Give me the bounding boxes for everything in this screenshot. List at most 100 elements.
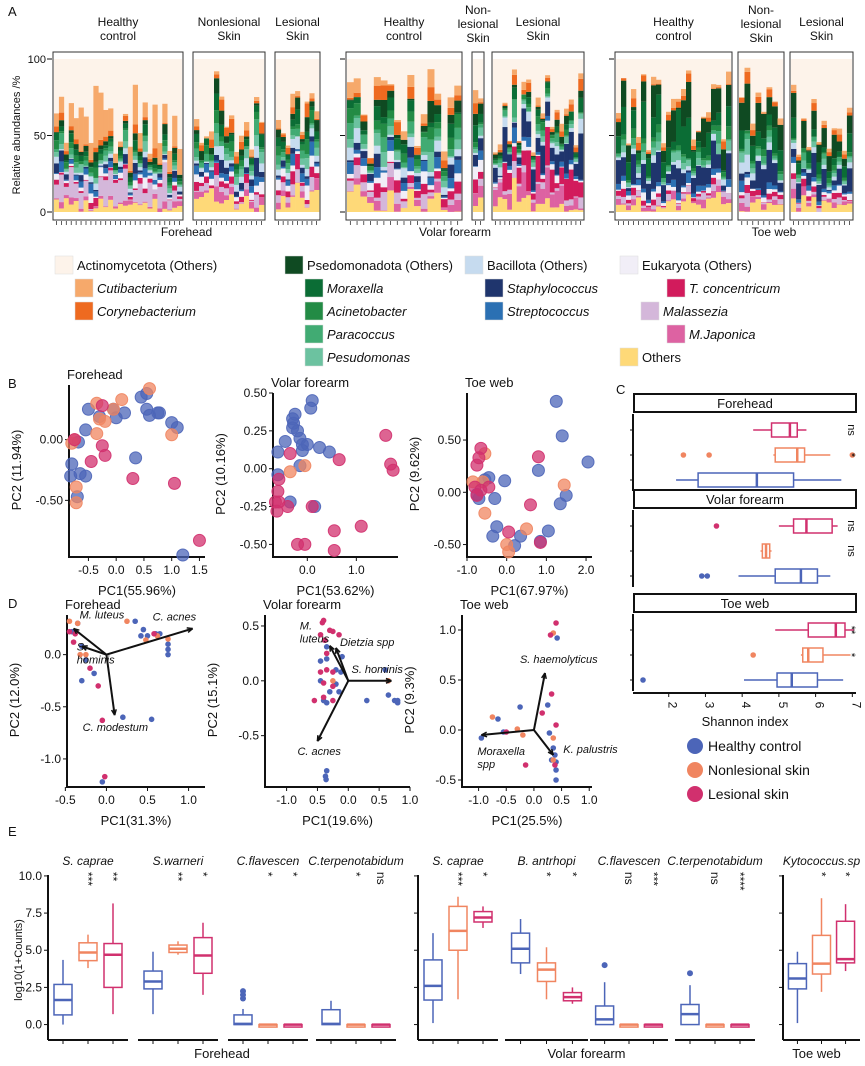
a-bar-segment	[427, 172, 435, 177]
c-xtick-label: 5	[776, 702, 790, 709]
a-bar-segment	[132, 162, 138, 174]
d-xtick-label: 0.5	[139, 793, 156, 807]
a-legend-item: Staphylococcus	[484, 278, 599, 298]
a-bar-segment	[304, 207, 310, 212]
a-group-label: Lesional Skin	[275, 15, 320, 43]
a-bar-segment	[347, 173, 355, 179]
a-bar-segment	[521, 99, 527, 101]
a-bar-segment	[545, 96, 551, 98]
a-bar-segment	[309, 136, 315, 142]
a-bar-segment	[122, 130, 129, 142]
a-bar-segment	[473, 103, 479, 114]
a-bar-segment	[295, 109, 301, 125]
a-bar-segment	[706, 187, 712, 194]
a-bar-segment	[380, 99, 388, 118]
a-bar-segment	[447, 204, 455, 212]
a-bar-segment	[234, 151, 240, 157]
a-bar-segment	[239, 176, 245, 183]
a-bar-segment	[621, 157, 627, 176]
a-bar-segment	[414, 190, 422, 198]
a-bar-segment	[796, 174, 802, 179]
d-xtick-label: 0.0	[98, 793, 115, 807]
a-bar-segment	[214, 154, 220, 161]
a-bar-segment	[836, 134, 843, 142]
a-bar-segment	[78, 155, 84, 162]
a-bar-segment	[239, 169, 245, 177]
a-group-label-line: Nonlesional	[198, 15, 261, 29]
a-facet-volar-forearm-2	[491, 51, 585, 221]
a-bar-segment	[239, 149, 245, 156]
a-bar-segment	[535, 151, 541, 155]
a-bar-segment	[549, 192, 555, 195]
a-bar-segment	[507, 152, 513, 155]
a-bar-segment	[796, 178, 802, 183]
a-bar-segment	[656, 182, 662, 187]
a-bar-segment	[447, 155, 455, 158]
a-group-label-line: Skin	[749, 31, 772, 45]
a-bar-segment	[651, 199, 657, 206]
a-ylabel: Relative abundances /%	[11, 75, 23, 194]
a-bar-segment	[549, 138, 555, 142]
a-group-label-line: Healthy	[653, 15, 694, 29]
a-bar-segment	[739, 148, 745, 152]
a-bar-segment	[530, 202, 536, 212]
a-bar-segment	[564, 135, 570, 137]
a-bar-segment	[744, 174, 751, 178]
a-bar-segment	[656, 193, 662, 197]
a-bar-segment	[511, 122, 517, 123]
a-bar-segment	[636, 195, 642, 198]
a-bar-segment	[387, 85, 395, 91]
a-bar-segment	[113, 182, 119, 207]
d-point-lesional	[336, 631, 342, 638]
a-legend-swatch	[484, 278, 504, 298]
a-bar-segment	[540, 122, 546, 131]
a-bar-segment	[454, 85, 462, 96]
a-bar-segment	[127, 170, 134, 173]
a-bar-segment	[152, 193, 158, 199]
a-bar-segment	[530, 169, 536, 191]
a-bar-segment	[841, 194, 848, 197]
a-bar-segment	[573, 161, 579, 164]
a-bar-segment	[493, 189, 499, 207]
a-bar-segment	[846, 201, 853, 204]
a-bar-segment	[651, 141, 657, 148]
a-bar-segment	[573, 158, 579, 162]
a-bar-segment	[309, 166, 315, 178]
a-bar-segment	[295, 91, 301, 97]
a-bar-segment	[836, 157, 843, 162]
e-taxon-title: C.flavescen	[598, 854, 661, 868]
a-bar-segment	[167, 185, 173, 189]
a-bar-segment	[290, 113, 296, 120]
a-bar-segment	[676, 210, 682, 212]
d-point-nonlesional	[330, 678, 336, 684]
a-bar-segment	[816, 205, 822, 206]
a-bar-segment	[147, 167, 153, 170]
a-bar-segment	[276, 209, 282, 212]
a-bar-segment	[661, 203, 667, 206]
a-bar-segment	[545, 81, 551, 83]
a-bar-segment	[440, 187, 448, 195]
a-bar-segment	[367, 190, 375, 192]
d-loading-label: S. hominis	[77, 641, 115, 666]
a-bar-segment	[239, 189, 245, 192]
a-bar-segment	[420, 171, 428, 184]
b-xtick-label: 0.0	[498, 563, 515, 577]
a-bar-segment	[259, 197, 265, 205]
a-bar-segment	[739, 180, 745, 193]
a-bar-segment	[493, 152, 499, 154]
a-bar-segment	[478, 124, 484, 128]
a-bar-segment	[761, 165, 767, 170]
a-ytick-label: 100	[28, 54, 46, 66]
a-bar-segment	[285, 180, 291, 186]
a-bar-segment	[626, 199, 632, 204]
a-bar-segment	[641, 101, 647, 139]
b-point-healthy	[304, 401, 318, 415]
d-point-nonlesional	[520, 732, 526, 738]
a-bar-segment	[224, 167, 230, 175]
a-bar-segment	[103, 155, 109, 162]
a-bar-segment	[285, 172, 291, 180]
a-bar-segment	[400, 198, 408, 202]
a-bar-segment	[516, 157, 522, 165]
a-bar-segment	[696, 158, 702, 166]
